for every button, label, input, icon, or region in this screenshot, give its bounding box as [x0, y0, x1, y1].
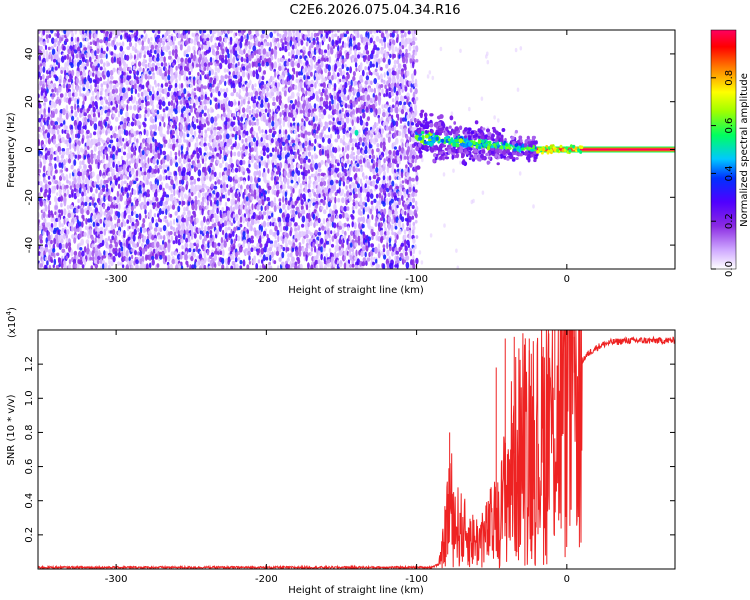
colorbar-label: Normalized spectral amplitude — [739, 73, 750, 227]
snr-y-tick-label: 0.2 — [24, 527, 35, 543]
spectrogram-y-tick-label: 40 — [24, 48, 35, 61]
snr-multiplier-exponent: 4 — [5, 310, 13, 315]
snr-multiplier: (x104) — [5, 307, 18, 338]
transition-region — [354, 109, 539, 170]
spectrogram-y-label: Frequency (Hz) — [6, 112, 17, 188]
colorbar: 0.0 0.2 0.4 0.6 0.8 Normalized spectral ampl… — [710, 29, 750, 277]
snr-x-ticks: -300 -200 -100 0 — [105, 330, 570, 585]
colorbar-ticks: 0.0 0.2 0.4 0.6 0.8 — [711, 70, 735, 277]
spectrogram-x-label: Height of straight line (km) — [288, 285, 424, 296]
colorbar-tick-label: 0.4 — [724, 165, 735, 181]
snr-panel: -300 -200 -100 0 0.2 0.4 0.6 0.8 1.0 1.2 Height … — [5, 307, 676, 596]
colorbar-tick-label: 0.8 — [724, 70, 735, 86]
snr-x-label: Height of straight line (km) — [288, 585, 424, 596]
spectrogram-x-tick-label: 0 — [564, 274, 570, 285]
snr-x-tick-label: -100 — [405, 574, 428, 585]
spectrogram-x-tick-label: -100 — [405, 274, 428, 285]
snr-multiplier-close: ) — [7, 307, 18, 311]
noise-region — [38, 30, 535, 269]
spectrogram-y-tick-label: 20 — [24, 95, 35, 108]
figure-title: C2E6.2026.075.04.34.R16 — [289, 3, 460, 18]
snr-y-tick-label: 0.6 — [24, 459, 35, 475]
snr-y-label: SNR (10 * v/v) — [6, 394, 17, 465]
snr-y-tick-label: 1.0 — [24, 390, 35, 406]
snr-x-tick-label: -300 — [105, 574, 128, 585]
snr-y-ticks: 0.2 0.4 0.6 0.8 1.0 1.2 — [24, 356, 675, 543]
snr-x-tick-label: -200 — [255, 574, 278, 585]
snr-background — [38, 330, 675, 569]
snr-content — [38, 330, 675, 569]
colorbar-tick-label: 0.6 — [724, 118, 735, 134]
spectrogram-x-ticks: -300 -200 -100 0 — [105, 30, 570, 285]
colorbar-tick-label: 0.0 — [724, 261, 735, 277]
spectrogram-y-tick-label: -40 — [24, 237, 35, 253]
snr-y-tick-label: 0.8 — [24, 424, 35, 440]
spectrogram-y-tick-label: 0 — [24, 146, 35, 152]
snr-y-tick-label: 0.4 — [24, 493, 35, 509]
spectrogram-content — [38, 30, 675, 269]
spectrogram-y-ticks: -40 -20 0 20 40 — [24, 48, 675, 253]
snr-x-tick-label: 0 — [564, 574, 570, 585]
snr-frame — [37, 329, 676, 570]
colorbar-gradient — [710, 29, 737, 270]
spectrogram-y-tick-label: -20 — [24, 189, 35, 205]
carrier-line — [536, 144, 675, 155]
snr-multiplier-base: (x10 — [7, 315, 18, 338]
colorbar-tick-label: 0.2 — [724, 213, 735, 229]
spectrogram-x-tick-label: -200 — [255, 274, 278, 285]
spectrogram-x-tick-label: -300 — [105, 274, 128, 285]
snr-y-tick-label: 1.2 — [24, 356, 35, 372]
snr-series-line — [38, 330, 675, 569]
